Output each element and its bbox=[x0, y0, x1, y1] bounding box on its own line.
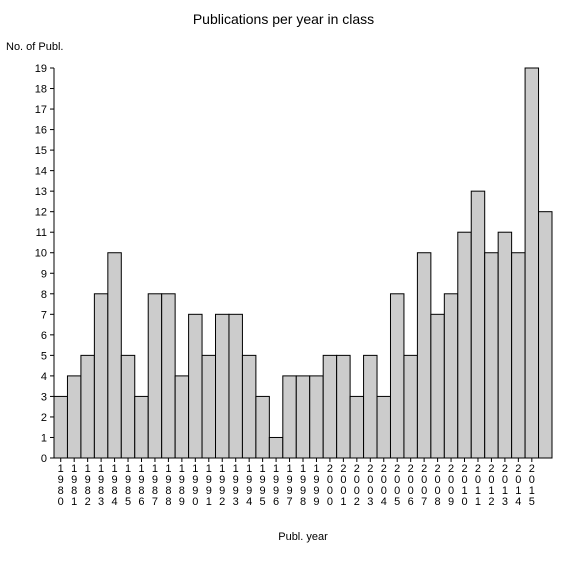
x-tick-label-char: 8 bbox=[165, 496, 171, 508]
x-tick-label-char: 9 bbox=[179, 496, 185, 508]
chart-container: { "chart": { "type": "bar", "title": "Pu… bbox=[0, 0, 567, 567]
x-tick-label-char: 5 bbox=[260, 496, 266, 508]
bar bbox=[390, 294, 403, 458]
y-tick-label: 17 bbox=[35, 104, 47, 116]
y-tick-label: 18 bbox=[35, 84, 47, 96]
y-tick-label: 8 bbox=[41, 289, 47, 301]
y-tick-label: 0 bbox=[41, 453, 47, 465]
x-tick-label-char: 8 bbox=[300, 496, 306, 508]
bar bbox=[377, 396, 390, 458]
x-tick-label-char: 1 bbox=[340, 496, 346, 508]
x-tick-label-char: 2 bbox=[85, 496, 91, 508]
y-tick-label: 9 bbox=[41, 268, 47, 280]
chart-title: Publications per year in class bbox=[193, 11, 374, 27]
x-tick-label-char: 9 bbox=[448, 496, 454, 508]
x-tick-label-char: 5 bbox=[125, 496, 131, 508]
x-tick-label-char: 1 bbox=[71, 496, 77, 508]
x-tick-label-char: 4 bbox=[246, 496, 252, 508]
x-tick-label-char: 3 bbox=[233, 496, 239, 508]
y-tick-label: 15 bbox=[35, 145, 47, 157]
x-tick-label-char: 0 bbox=[192, 496, 198, 508]
x-tick-label-char: 1 bbox=[475, 496, 481, 508]
bar bbox=[323, 355, 336, 458]
x-tick-label-char: 5 bbox=[529, 496, 535, 508]
bar bbox=[350, 396, 363, 458]
x-tick-label-char: 7 bbox=[286, 496, 292, 508]
bar bbox=[431, 314, 444, 458]
x-tick-label-char: 7 bbox=[421, 496, 427, 508]
x-tick-label-char: 3 bbox=[98, 496, 104, 508]
x-tick-label-char: 8 bbox=[435, 496, 441, 508]
y-tick-label: 4 bbox=[41, 371, 47, 383]
x-tick-label-char: 0 bbox=[58, 496, 64, 508]
y-tick-label: 12 bbox=[35, 207, 47, 219]
bar bbox=[175, 376, 188, 458]
bar bbox=[364, 355, 377, 458]
x-tick-label-char: 2 bbox=[354, 496, 360, 508]
bar bbox=[94, 294, 107, 458]
bar bbox=[444, 294, 457, 458]
bar bbox=[310, 376, 323, 458]
y-tick-label: 19 bbox=[35, 63, 47, 75]
x-tick-label-char: 1 bbox=[206, 496, 212, 508]
bar bbox=[148, 294, 161, 458]
bar bbox=[525, 68, 538, 458]
x-tick-label-char: 6 bbox=[408, 496, 414, 508]
x-tick-label-char: 0 bbox=[327, 496, 333, 508]
bar bbox=[337, 355, 350, 458]
y-tick-label: 6 bbox=[41, 330, 47, 342]
bar bbox=[417, 253, 430, 458]
bar bbox=[162, 294, 175, 458]
bar bbox=[471, 191, 484, 458]
bar bbox=[539, 212, 552, 458]
x-tick-label-char: 4 bbox=[112, 496, 118, 508]
y-axis-label: No. of Publ. bbox=[6, 41, 63, 53]
bar bbox=[485, 253, 498, 458]
bar bbox=[108, 253, 121, 458]
bar bbox=[404, 355, 417, 458]
x-tick-label-char: 6 bbox=[138, 496, 144, 508]
bar bbox=[512, 253, 525, 458]
y-tick-label: 10 bbox=[35, 248, 47, 260]
x-tick-label-char: 6 bbox=[273, 496, 279, 508]
x-tick-label-char: 0 bbox=[461, 496, 467, 508]
bar bbox=[242, 355, 255, 458]
bar bbox=[81, 355, 94, 458]
y-tick-label: 11 bbox=[36, 227, 47, 239]
x-tick-label-char: 5 bbox=[394, 496, 400, 508]
x-axis-label: Publ. year bbox=[278, 531, 328, 543]
bar bbox=[54, 396, 67, 458]
x-tick-label-char: 2 bbox=[488, 496, 494, 508]
x-tick-label-char: 9 bbox=[313, 496, 319, 508]
bar bbox=[189, 314, 202, 458]
x-tick-label-char: 2 bbox=[219, 496, 225, 508]
y-tick-label: 7 bbox=[41, 309, 47, 321]
y-tick-label: 13 bbox=[35, 186, 47, 198]
bar bbox=[216, 314, 229, 458]
bar bbox=[202, 355, 215, 458]
x-tick-label-char: 3 bbox=[502, 496, 508, 508]
bar bbox=[121, 355, 134, 458]
x-tick-label-char: 7 bbox=[152, 496, 158, 508]
bar bbox=[498, 232, 511, 458]
x-tick-label-char: 4 bbox=[381, 496, 387, 508]
x-tick-label-char: 4 bbox=[515, 496, 521, 508]
y-tick-label: 3 bbox=[41, 391, 47, 403]
y-tick-label: 2 bbox=[41, 412, 47, 424]
bar bbox=[229, 314, 242, 458]
y-tick-label: 16 bbox=[35, 125, 47, 137]
y-tick-label: 1 bbox=[41, 432, 47, 444]
bar bbox=[283, 376, 296, 458]
y-tick-label: 5 bbox=[41, 350, 47, 362]
publications-chart-svg: Publications per year in class No. of Pub… bbox=[0, 0, 567, 567]
bar bbox=[135, 396, 148, 458]
x-tick-label-char: 3 bbox=[367, 496, 373, 508]
y-tick-label: 14 bbox=[35, 166, 47, 178]
bar bbox=[269, 437, 282, 458]
bar bbox=[256, 396, 269, 458]
bar bbox=[458, 232, 471, 458]
bar bbox=[296, 376, 309, 458]
bar bbox=[67, 376, 80, 458]
